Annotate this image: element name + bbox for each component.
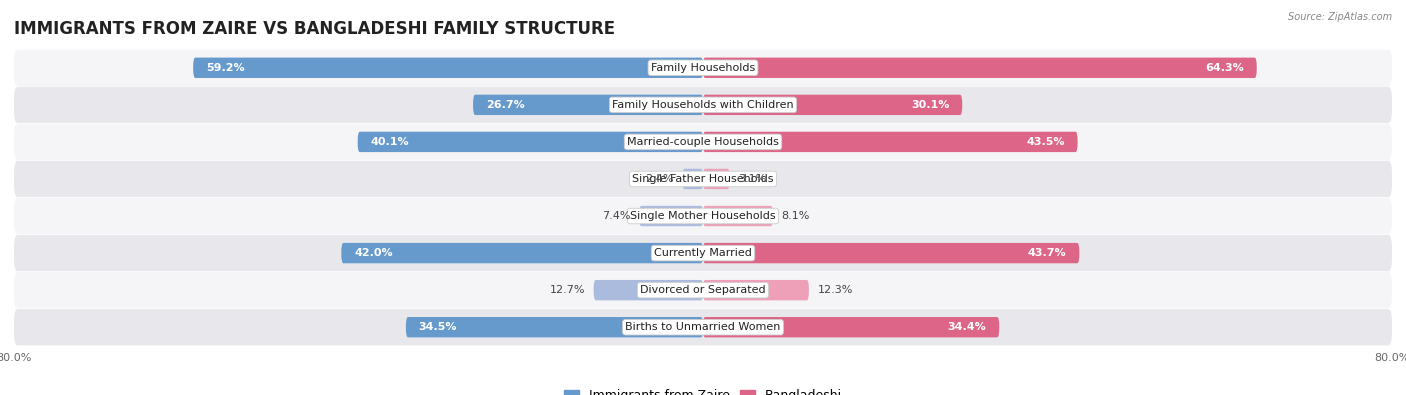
FancyBboxPatch shape (357, 132, 703, 152)
Text: 7.4%: 7.4% (602, 211, 631, 221)
Text: 40.1%: 40.1% (371, 137, 409, 147)
Text: 30.1%: 30.1% (911, 100, 949, 110)
Text: 34.4%: 34.4% (948, 322, 987, 332)
FancyBboxPatch shape (703, 317, 1000, 337)
Text: 64.3%: 64.3% (1205, 63, 1244, 73)
Text: Births to Unmarried Women: Births to Unmarried Women (626, 322, 780, 332)
FancyBboxPatch shape (14, 309, 1392, 345)
Text: 2.4%: 2.4% (645, 174, 673, 184)
FancyBboxPatch shape (703, 169, 730, 189)
FancyBboxPatch shape (14, 50, 1392, 86)
Text: 43.5%: 43.5% (1026, 137, 1064, 147)
FancyBboxPatch shape (14, 272, 1392, 308)
Text: Family Households: Family Households (651, 63, 755, 73)
FancyBboxPatch shape (703, 206, 773, 226)
Text: 26.7%: 26.7% (486, 100, 524, 110)
Text: Single Mother Households: Single Mother Households (630, 211, 776, 221)
Text: 12.7%: 12.7% (550, 285, 585, 295)
Text: 59.2%: 59.2% (207, 63, 245, 73)
Text: 8.1%: 8.1% (782, 211, 810, 221)
Text: Currently Married: Currently Married (654, 248, 752, 258)
Text: Married-couple Households: Married-couple Households (627, 137, 779, 147)
FancyBboxPatch shape (14, 124, 1392, 160)
Text: Source: ZipAtlas.com: Source: ZipAtlas.com (1288, 12, 1392, 22)
FancyBboxPatch shape (406, 317, 703, 337)
Text: Divorced or Separated: Divorced or Separated (640, 285, 766, 295)
FancyBboxPatch shape (472, 95, 703, 115)
Legend: Immigrants from Zaire, Bangladeshi: Immigrants from Zaire, Bangladeshi (560, 384, 846, 395)
FancyBboxPatch shape (14, 235, 1392, 271)
FancyBboxPatch shape (193, 58, 703, 78)
Text: Single Father Households: Single Father Households (633, 174, 773, 184)
FancyBboxPatch shape (703, 243, 1080, 263)
FancyBboxPatch shape (14, 87, 1392, 123)
Text: 43.7%: 43.7% (1028, 248, 1066, 258)
FancyBboxPatch shape (342, 243, 703, 263)
FancyBboxPatch shape (703, 132, 1077, 152)
FancyBboxPatch shape (703, 58, 1257, 78)
Text: 42.0%: 42.0% (354, 248, 392, 258)
FancyBboxPatch shape (14, 198, 1392, 234)
Text: 34.5%: 34.5% (419, 322, 457, 332)
FancyBboxPatch shape (682, 169, 703, 189)
FancyBboxPatch shape (703, 280, 808, 300)
Text: IMMIGRANTS FROM ZAIRE VS BANGLADESHI FAMILY STRUCTURE: IMMIGRANTS FROM ZAIRE VS BANGLADESHI FAM… (14, 19, 616, 38)
Text: Family Households with Children: Family Households with Children (612, 100, 794, 110)
Text: 12.3%: 12.3% (817, 285, 853, 295)
FancyBboxPatch shape (593, 280, 703, 300)
FancyBboxPatch shape (640, 206, 703, 226)
FancyBboxPatch shape (14, 161, 1392, 197)
FancyBboxPatch shape (703, 95, 962, 115)
Text: 3.1%: 3.1% (738, 174, 766, 184)
